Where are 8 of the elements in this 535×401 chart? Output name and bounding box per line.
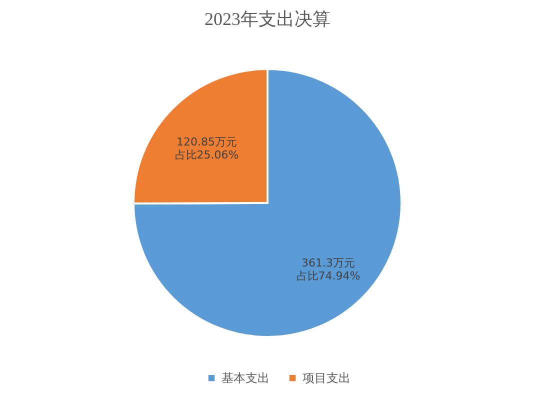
text: 120.85万元	[176, 135, 237, 148]
chart-title: 2023年支出决算	[204, 9, 330, 29]
legend-label: 基本支出	[222, 371, 270, 386]
text: 361.3万元	[302, 256, 356, 270]
text: 占比74.94%	[296, 270, 360, 283]
legend-label: 项目支出	[302, 371, 350, 386]
text: 占比25.06%	[174, 148, 239, 162]
pie-slice	[132, 68, 402, 338]
